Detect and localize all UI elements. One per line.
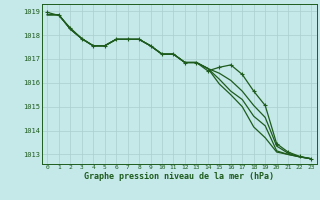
X-axis label: Graphe pression niveau de la mer (hPa): Graphe pression niveau de la mer (hPa) bbox=[84, 172, 274, 181]
